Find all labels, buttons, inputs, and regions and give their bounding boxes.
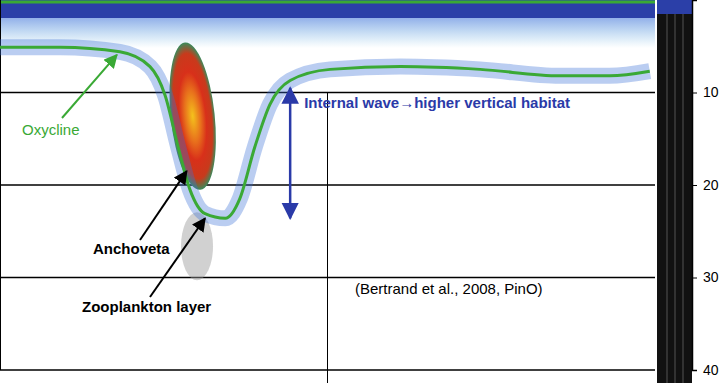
annotation-arrow bbox=[140, 171, 187, 240]
tick-label: 30 bbox=[703, 269, 719, 285]
annotation: Internal wave→higher vertical habitat bbox=[304, 94, 570, 111]
data-line bbox=[0, 47, 650, 218]
echo-decoration bbox=[163, 40, 222, 280]
tick-mark bbox=[692, 185, 697, 186]
tick: 20 bbox=[692, 177, 719, 193]
tick-mark bbox=[692, 370, 697, 371]
chart: Oxycline 10 20 30 40 Anchoveta Zooplankton lay… bbox=[0, 0, 722, 383]
scale-stripe bbox=[667, 0, 668, 383]
plot-frame bbox=[0, 0, 1, 370]
scale-stripe bbox=[683, 0, 684, 383]
tick: 30 bbox=[692, 269, 719, 285]
scale-bar bbox=[657, 0, 692, 383]
surface-line bbox=[0, 1, 655, 4]
tick-label: 20 bbox=[703, 177, 719, 193]
label-arrow bbox=[62, 55, 117, 118]
citation: (Bertrand et al., 2008, PinO) bbox=[355, 280, 543, 297]
annotation: Anchoveta bbox=[93, 240, 170, 257]
plot-area bbox=[0, 47, 650, 218]
cursor-line bbox=[327, 93, 328, 383]
tick: 10 bbox=[692, 84, 719, 100]
tick-label: 40 bbox=[703, 362, 719, 378]
range-arrow bbox=[289, 88, 292, 218]
scale-stripe bbox=[675, 0, 676, 383]
annotation-arrow bbox=[150, 218, 205, 297]
tick-mark bbox=[692, 278, 697, 279]
tick-mark bbox=[692, 93, 697, 94]
tick-label: 10 bbox=[703, 84, 719, 100]
annotation: Zooplankton layer bbox=[82, 298, 211, 315]
series-label: Oxycline bbox=[22, 121, 80, 138]
axis-line bbox=[693, 1, 698, 371]
scale-top bbox=[657, 0, 692, 14]
y-axis: 10 20 30 40 bbox=[692, 1, 719, 378]
echo-halo bbox=[0, 47, 650, 218]
tick: 40 bbox=[692, 362, 719, 378]
surface-band bbox=[0, 0, 655, 18]
